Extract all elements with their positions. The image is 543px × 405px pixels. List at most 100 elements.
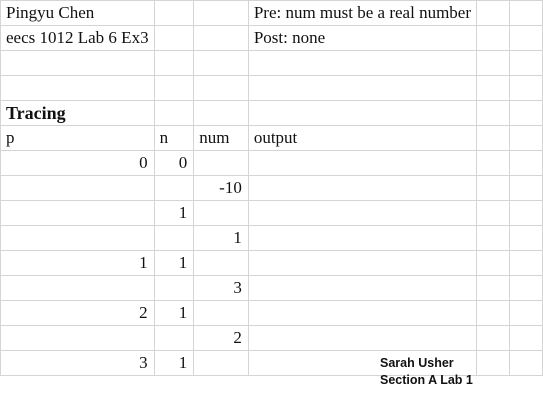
cell-empty[interactable] bbox=[476, 250, 510, 276]
tracing-cell-num[interactable]: 3 bbox=[193, 275, 249, 301]
cell-empty[interactable] bbox=[508, 175, 543, 201]
cell-empty[interactable] bbox=[508, 350, 543, 376]
tracing-cell-p[interactable] bbox=[0, 225, 155, 251]
tracing-cell-p[interactable]: 3 bbox=[0, 350, 155, 376]
cell-empty[interactable] bbox=[247, 100, 478, 126]
tracing-cell-n[interactable] bbox=[153, 275, 195, 301]
column-header-num[interactable]: num bbox=[193, 125, 249, 151]
tracing-cell-n[interactable] bbox=[153, 225, 195, 251]
cell-empty[interactable] bbox=[476, 150, 510, 176]
cell-empty[interactable] bbox=[508, 100, 543, 126]
sheet-row: Tracing bbox=[0, 100, 543, 126]
tracing-cell-output[interactable] bbox=[247, 175, 478, 201]
tracing-cell-output[interactable] bbox=[247, 200, 478, 226]
cell-empty[interactable] bbox=[153, 100, 195, 126]
cell-empty[interactable] bbox=[476, 100, 510, 126]
cell-empty[interactable] bbox=[153, 50, 195, 76]
tracing-cell-p[interactable] bbox=[0, 275, 155, 301]
cell-empty[interactable] bbox=[476, 200, 510, 226]
tracing-cell-p[interactable] bbox=[0, 325, 155, 351]
tracing-cell-n[interactable]: 1 bbox=[153, 350, 195, 376]
tracing-cell-n[interactable] bbox=[153, 325, 195, 351]
tracing-cell-output[interactable] bbox=[247, 300, 478, 326]
tracing-cell-output[interactable] bbox=[247, 225, 478, 251]
tracing-cell-num[interactable]: -10 bbox=[193, 175, 249, 201]
cell-empty[interactable] bbox=[508, 225, 543, 251]
cell-empty[interactable] bbox=[193, 75, 249, 101]
cell-empty[interactable] bbox=[193, 100, 249, 126]
cell-empty[interactable] bbox=[247, 50, 478, 76]
tracing-cell-num[interactable] bbox=[193, 250, 249, 276]
tracing-cell-num[interactable]: 1 bbox=[193, 225, 249, 251]
tracing-cell-num[interactable] bbox=[193, 300, 249, 326]
cell-empty[interactable] bbox=[508, 325, 543, 351]
tracing-cell-output[interactable] bbox=[247, 275, 478, 301]
cell-empty[interactable] bbox=[153, 75, 195, 101]
author-note: Sarah Usher Section A Lab 1 bbox=[380, 355, 473, 389]
cell-empty[interactable] bbox=[193, 25, 249, 51]
cell-empty[interactable] bbox=[508, 200, 543, 226]
tracing-cell-n[interactable] bbox=[153, 175, 195, 201]
tracing-cell-p[interactable] bbox=[0, 175, 155, 201]
cell-empty[interactable] bbox=[247, 75, 478, 101]
author-section: Section A Lab 1 bbox=[380, 373, 473, 387]
tracing-cell-output[interactable] bbox=[247, 250, 478, 276]
tracing-row: 1 bbox=[0, 225, 543, 251]
cell-empty[interactable] bbox=[508, 75, 543, 101]
tracing-cell-output[interactable] bbox=[247, 150, 478, 176]
tracing-cell-num[interactable] bbox=[193, 150, 249, 176]
cell-precondition[interactable]: Pre: num must be a real number bbox=[247, 0, 478, 26]
cell-empty[interactable] bbox=[508, 0, 543, 26]
cell-empty[interactable] bbox=[476, 50, 510, 76]
cell-empty[interactable] bbox=[508, 250, 543, 276]
cell-empty[interactable] bbox=[476, 25, 510, 51]
cell-empty[interactable] bbox=[476, 325, 510, 351]
cell-empty[interactable] bbox=[508, 125, 543, 151]
cell-name[interactable]: Pingyu Chen bbox=[0, 0, 155, 26]
cell-empty[interactable] bbox=[476, 175, 510, 201]
tracing-header-row: p n num output bbox=[0, 125, 543, 151]
tracing-cell-n[interactable]: 1 bbox=[153, 300, 195, 326]
spreadsheet-grid: Pingyu Chen Pre: num must be a real numb… bbox=[0, 0, 543, 376]
cell-empty[interactable] bbox=[193, 0, 249, 26]
tracing-cell-output[interactable] bbox=[247, 325, 478, 351]
tracing-cell-num[interactable] bbox=[193, 350, 249, 376]
tracing-cell-p[interactable]: 1 bbox=[0, 250, 155, 276]
sheet-row: eecs 1012 Lab 6 Ex3 Post: none bbox=[0, 25, 543, 51]
cell-lab-title[interactable]: eecs 1012 Lab 6 Ex3 bbox=[0, 25, 155, 51]
tracing-cell-p[interactable] bbox=[0, 200, 155, 226]
column-header-p[interactable]: p bbox=[0, 125, 155, 151]
tracing-cell-p[interactable]: 0 bbox=[0, 150, 155, 176]
tracing-cell-n[interactable]: 1 bbox=[153, 250, 195, 276]
column-header-output[interactable]: output bbox=[247, 125, 478, 151]
sheet-row: Pingyu Chen Pre: num must be a real numb… bbox=[0, 0, 543, 26]
tracing-cell-n[interactable]: 0 bbox=[153, 150, 195, 176]
cell-empty[interactable] bbox=[476, 225, 510, 251]
cell-empty[interactable] bbox=[508, 300, 543, 326]
tracing-cell-n[interactable]: 1 bbox=[153, 200, 195, 226]
column-header-n[interactable]: n bbox=[153, 125, 195, 151]
cell-empty[interactable] bbox=[476, 75, 510, 101]
cell-empty[interactable] bbox=[476, 275, 510, 301]
tracing-cell-output[interactable] bbox=[247, 350, 478, 376]
tracing-cell-num[interactable] bbox=[193, 200, 249, 226]
cell-empty[interactable] bbox=[153, 0, 195, 26]
tracing-cell-num[interactable]: 2 bbox=[193, 325, 249, 351]
cell-empty[interactable] bbox=[476, 125, 510, 151]
cell-empty[interactable] bbox=[476, 350, 510, 376]
cell-empty[interactable] bbox=[508, 275, 543, 301]
tracing-row: 3 bbox=[0, 275, 543, 301]
cell-empty[interactable] bbox=[193, 50, 249, 76]
cell-empty[interactable] bbox=[0, 50, 155, 76]
cell-empty[interactable] bbox=[153, 25, 195, 51]
cell-postcondition[interactable]: Post: none bbox=[247, 25, 478, 51]
cell-empty[interactable] bbox=[476, 300, 510, 326]
cell-tracing-title[interactable]: Tracing bbox=[0, 100, 155, 126]
cell-empty[interactable] bbox=[508, 150, 543, 176]
cell-empty[interactable] bbox=[476, 0, 510, 26]
cell-empty[interactable] bbox=[0, 75, 155, 101]
tracing-cell-p[interactable]: 2 bbox=[0, 300, 155, 326]
cell-empty[interactable] bbox=[508, 25, 543, 51]
cell-empty[interactable] bbox=[508, 50, 543, 76]
